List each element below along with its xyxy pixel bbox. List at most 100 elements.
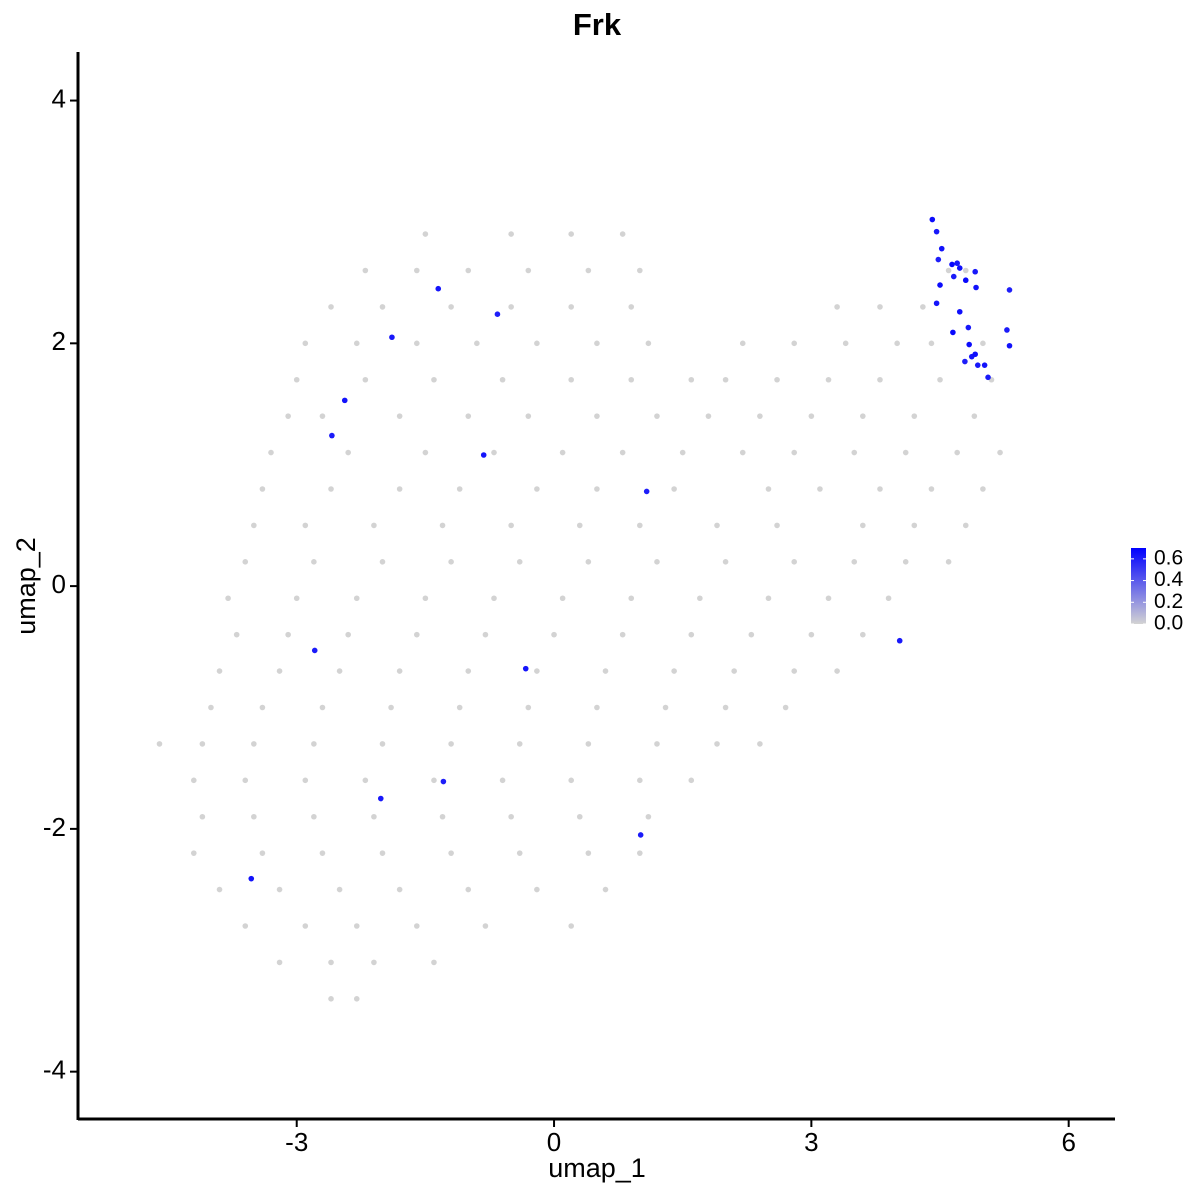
cell-point [448, 559, 454, 565]
cell-point [654, 559, 660, 565]
cell-point [645, 813, 652, 820]
cell-point [697, 595, 703, 602]
cell-point [448, 850, 454, 856]
cell-point [688, 777, 695, 784]
cell-point [645, 340, 652, 347]
cell-point [808, 413, 815, 419]
cell-point [965, 324, 972, 331]
cell-point [985, 374, 991, 381]
cell-point [302, 522, 309, 529]
cell-point [860, 522, 866, 529]
cell-point [251, 741, 257, 747]
cell-point [933, 300, 940, 307]
cell-point [156, 741, 163, 747]
x-tick-label: 3 [804, 1127, 818, 1157]
cell-point [637, 850, 643, 856]
cell-point [974, 362, 981, 368]
cell-point [311, 813, 317, 820]
cell-point [834, 668, 840, 674]
cell-point [1004, 327, 1010, 333]
cell-point [739, 340, 746, 347]
cell-point [962, 522, 969, 529]
cell-point [791, 449, 798, 456]
cell-point [602, 886, 609, 893]
cell-point [954, 260, 960, 267]
cell-point [929, 216, 936, 223]
cell-point [551, 631, 557, 638]
cell-point [962, 267, 969, 274]
cell-point [396, 413, 403, 419]
cell-point [1006, 342, 1013, 349]
cell-point [637, 267, 643, 274]
cell-point [302, 340, 309, 347]
cell-point [465, 886, 472, 893]
cell-point [654, 741, 660, 747]
cell-point [499, 777, 506, 784]
cell-point [362, 376, 369, 383]
cell-point [643, 488, 650, 495]
cell-point [276, 959, 283, 966]
cell-point [328, 959, 334, 966]
cell-point [242, 777, 249, 784]
cell-point [637, 832, 644, 838]
cell-point [765, 595, 772, 602]
cell-point [791, 340, 798, 347]
cell-point [894, 340, 900, 347]
x-axis-label: umap_1 [548, 1153, 646, 1183]
cell-point [956, 308, 963, 315]
cell-point [628, 304, 635, 310]
cell-point [233, 631, 240, 638]
cell-point [962, 358, 968, 365]
cell-point [722, 704, 729, 711]
cell-point [482, 923, 489, 929]
cell-point [199, 741, 206, 747]
cell-point [353, 996, 360, 1002]
cell-point [791, 668, 798, 674]
cell-point [973, 284, 979, 291]
cell-point [619, 631, 626, 638]
x-tick-label: -3 [285, 1127, 308, 1157]
cell-point [877, 304, 883, 310]
cell-point [465, 267, 472, 274]
cell-point [353, 595, 360, 602]
cell-point [499, 376, 506, 383]
cell-point [938, 245, 945, 252]
cell-point [480, 452, 487, 458]
cell-point [389, 334, 395, 341]
cell-point [1006, 287, 1013, 293]
cell-point [585, 850, 592, 856]
cell-point [705, 413, 712, 419]
cell-point [825, 376, 832, 383]
cell-point [954, 449, 960, 456]
cell-point [379, 741, 386, 747]
cell-point [602, 668, 609, 674]
cell-point [302, 777, 309, 784]
cell-point [860, 413, 866, 419]
cell-point [422, 595, 429, 602]
cell-point [568, 923, 574, 929]
cell-point [336, 886, 343, 893]
cell-point [851, 449, 858, 456]
cell-point [834, 304, 840, 310]
cell-point [345, 631, 351, 638]
cell-point [311, 559, 317, 565]
y-tick-label: 4 [52, 83, 66, 113]
cell-point [414, 267, 420, 274]
cell-point [585, 741, 592, 747]
cell-point [950, 273, 957, 280]
cell-point [336, 668, 343, 674]
cell-point [251, 813, 257, 820]
cell-point [928, 486, 935, 492]
cell-point [817, 486, 823, 492]
cell-point [525, 413, 532, 419]
cell-point [902, 559, 909, 565]
cell-point [251, 522, 257, 529]
cell-point [981, 362, 988, 368]
cell-point [508, 813, 514, 820]
cell-point [980, 486, 986, 492]
cell-point [431, 376, 437, 383]
cell-point [950, 329, 956, 336]
cell-point [448, 741, 454, 747]
cell-point [933, 228, 940, 235]
cell-point [920, 304, 926, 310]
